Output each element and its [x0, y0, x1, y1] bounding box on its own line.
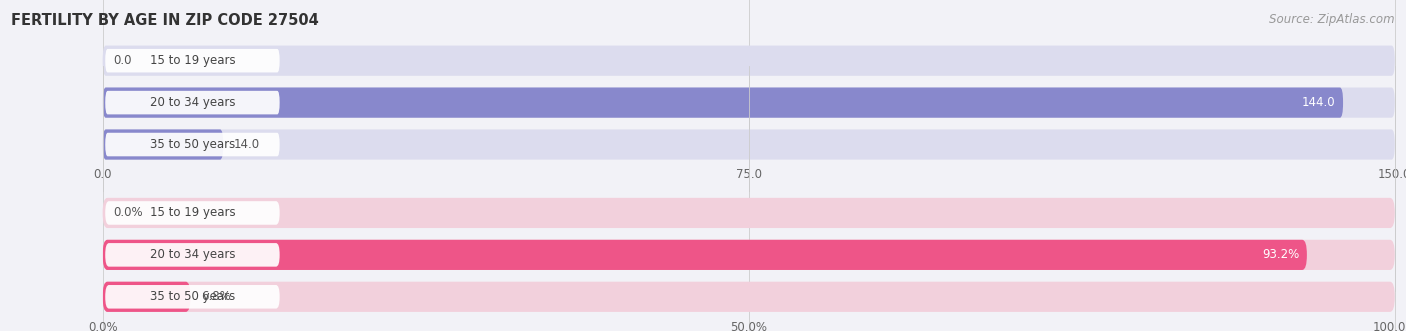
Text: 35 to 50 years: 35 to 50 years — [150, 290, 235, 303]
Text: 20 to 34 years: 20 to 34 years — [149, 96, 235, 109]
Text: 93.2%: 93.2% — [1263, 248, 1299, 261]
FancyBboxPatch shape — [103, 240, 1308, 270]
Text: 0.0%: 0.0% — [112, 207, 142, 219]
Text: FERTILITY BY AGE IN ZIP CODE 27504: FERTILITY BY AGE IN ZIP CODE 27504 — [11, 13, 319, 28]
FancyBboxPatch shape — [103, 129, 1395, 160]
FancyBboxPatch shape — [103, 282, 1395, 312]
FancyBboxPatch shape — [103, 282, 190, 312]
FancyBboxPatch shape — [105, 285, 280, 308]
FancyBboxPatch shape — [103, 46, 1395, 76]
Text: 6.8%: 6.8% — [201, 290, 231, 303]
FancyBboxPatch shape — [105, 49, 280, 72]
FancyBboxPatch shape — [105, 243, 280, 267]
FancyBboxPatch shape — [105, 201, 280, 225]
FancyBboxPatch shape — [103, 87, 1343, 118]
Text: 0.0: 0.0 — [112, 54, 132, 67]
Text: 35 to 50 years: 35 to 50 years — [150, 138, 235, 151]
FancyBboxPatch shape — [103, 240, 1395, 270]
Text: 20 to 34 years: 20 to 34 years — [149, 248, 235, 261]
FancyBboxPatch shape — [103, 129, 224, 160]
Text: 14.0: 14.0 — [233, 138, 260, 151]
FancyBboxPatch shape — [103, 87, 1395, 118]
Text: 15 to 19 years: 15 to 19 years — [149, 54, 235, 67]
FancyBboxPatch shape — [105, 133, 280, 156]
Text: 15 to 19 years: 15 to 19 years — [149, 207, 235, 219]
FancyBboxPatch shape — [103, 198, 1395, 228]
Text: 144.0: 144.0 — [1302, 96, 1336, 109]
FancyBboxPatch shape — [105, 91, 280, 115]
Text: Source: ZipAtlas.com: Source: ZipAtlas.com — [1270, 13, 1395, 26]
